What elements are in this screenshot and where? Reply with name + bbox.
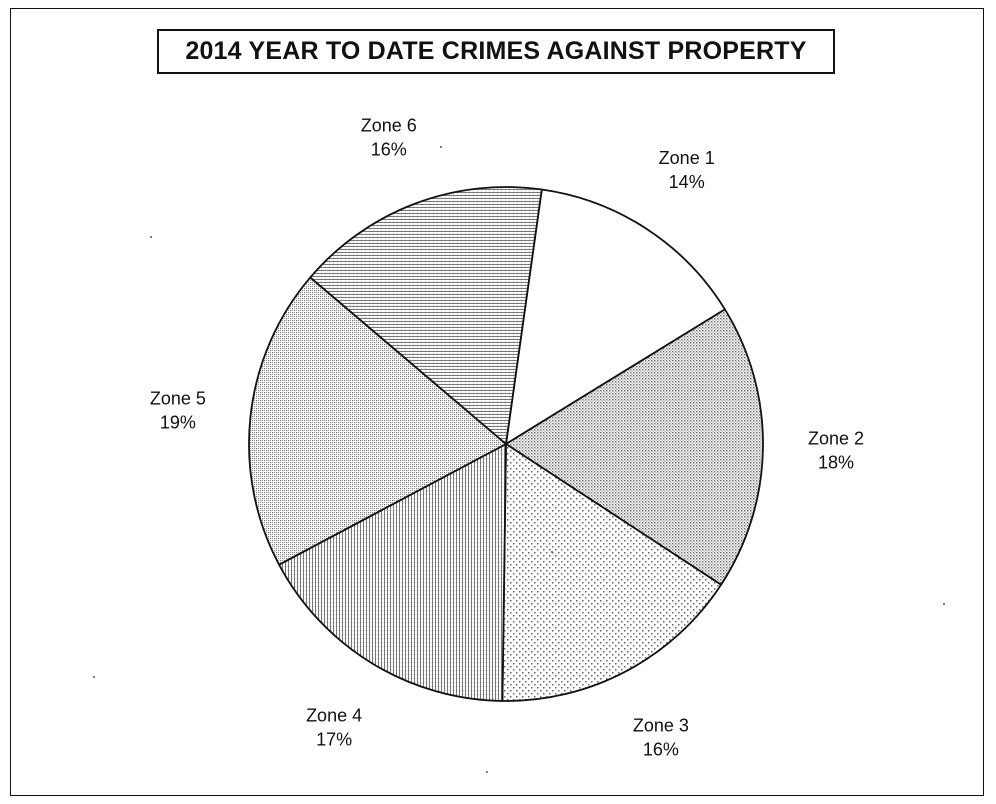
- slice-label-zone-1: Zone 1: [659, 148, 715, 168]
- pie-slice-zone-5: [248, 276, 507, 566]
- slice-percent-zone-1: 14%: [669, 172, 705, 192]
- scan-speck: [150, 236, 152, 238]
- chart-title-box: 2014 YEAR TO DATE CRIMES AGAINST PROPERT…: [157, 29, 835, 74]
- pie-slice-zone-3: [501, 443, 722, 702]
- slice-label-zone-4: Zone 4: [306, 706, 362, 726]
- slice-label-zone-5: Zone 5: [150, 388, 206, 408]
- slice-label-zone-6: Zone 6: [361, 116, 417, 136]
- pie-labels: Zone 1 14% Zone 2 18% Zone 3 16% Zone 4 17% Zone…: [150, 116, 864, 760]
- slice-label-zone-3: Zone 3: [633, 715, 689, 735]
- scan-speck: [943, 603, 945, 605]
- slice-label-zone-2: Zone 2: [808, 429, 864, 449]
- pie-slice-zone-4: [278, 443, 507, 702]
- pie-slice-zone-2: [505, 308, 764, 586]
- scan-speck: [551, 551, 553, 553]
- scan-speck: [93, 676, 95, 678]
- chart-title: 2014 YEAR TO DATE CRIMES AGAINST PROPERT…: [185, 37, 807, 65]
- slice-percent-zone-4: 17%: [316, 730, 352, 750]
- slice-percent-zone-3: 16%: [643, 739, 679, 759]
- slice-percent-zone-6: 16%: [371, 140, 407, 160]
- slice-percent-zone-5: 19%: [160, 412, 196, 432]
- pie-slice-zone-6: [309, 186, 543, 445]
- scan-speck: [486, 771, 488, 773]
- pie-slice-zone-1: [505, 188, 726, 445]
- slice-percent-zone-2: 18%: [818, 453, 854, 473]
- pie-slices: [248, 186, 764, 702]
- scan-speck: [440, 146, 442, 148]
